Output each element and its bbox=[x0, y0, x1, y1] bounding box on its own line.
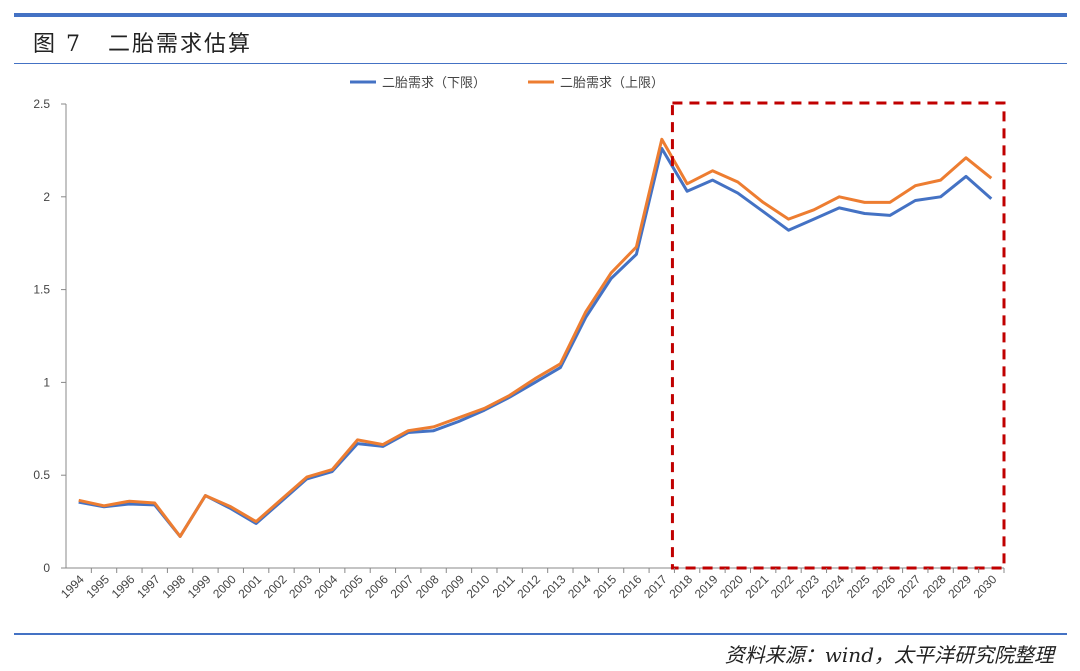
x-axis-ticks: 1994199519961997199819992000200120022003… bbox=[58, 568, 1005, 601]
x-tick-label: 1997 bbox=[134, 572, 163, 601]
x-tick-label: 2016 bbox=[616, 572, 645, 601]
x-tick-label: 2022 bbox=[768, 572, 797, 601]
figure-title-text: 二胎需求估算 bbox=[108, 32, 253, 57]
x-tick-label: 2007 bbox=[388, 572, 417, 601]
legend-label: 二胎需求（下限） bbox=[382, 76, 486, 91]
x-tick-label: 2014 bbox=[565, 572, 594, 601]
header-bottom-rule bbox=[14, 63, 1067, 64]
header-top-rule bbox=[14, 13, 1067, 17]
x-tick-label: 1994 bbox=[58, 572, 87, 601]
x-tick-label: 2008 bbox=[413, 572, 442, 601]
series-lower-line bbox=[78, 147, 993, 538]
x-tick-label: 1999 bbox=[185, 572, 214, 601]
x-tick-label: 2004 bbox=[312, 572, 341, 601]
y-tick-label: 2.5 bbox=[33, 97, 50, 111]
x-tick-label: 2001 bbox=[235, 572, 264, 601]
y-tick-label: 2 bbox=[43, 190, 50, 204]
forecast-highlight-box bbox=[670, 101, 1006, 570]
legend-label: 二胎需求（上限） bbox=[560, 76, 664, 91]
x-tick-label: 2027 bbox=[895, 572, 924, 601]
x-tick-label: 2006 bbox=[362, 572, 391, 601]
x-tick-label: 1998 bbox=[159, 572, 188, 601]
series-upper-line bbox=[78, 137, 993, 538]
chart-legend: 二胎需求（下限） 二胎需求（上限） bbox=[350, 76, 664, 91]
x-tick-label: 2029 bbox=[945, 572, 974, 601]
x-tick-label: 2020 bbox=[717, 572, 746, 601]
figure-title: 图 7 二胎需求估算 bbox=[33, 26, 252, 58]
footer-rule bbox=[14, 633, 1067, 635]
x-tick-label: 2023 bbox=[793, 572, 822, 601]
y-tick-label: 0 bbox=[43, 561, 50, 575]
x-tick-label: 2019 bbox=[692, 572, 721, 601]
x-tick-label: 2000 bbox=[210, 572, 239, 601]
x-tick-label: 2003 bbox=[286, 572, 315, 601]
x-tick-label: 2005 bbox=[337, 572, 366, 601]
x-tick-label: 2025 bbox=[844, 572, 873, 601]
chart-axes bbox=[65, 104, 1004, 569]
x-tick-label: 2018 bbox=[666, 572, 695, 601]
figure-number: 图 7 bbox=[33, 32, 82, 57]
x-tick-label: 1996 bbox=[109, 572, 138, 601]
x-tick-label: 2010 bbox=[464, 572, 493, 601]
x-tick-label: 2017 bbox=[641, 572, 670, 601]
x-tick-label: 2026 bbox=[869, 572, 898, 601]
x-tick-label: 2021 bbox=[743, 572, 772, 601]
x-tick-label: 2002 bbox=[261, 572, 290, 601]
x-tick-label: 2013 bbox=[540, 572, 569, 601]
x-tick-label: 2011 bbox=[490, 572, 518, 600]
x-tick-label: 2009 bbox=[438, 572, 467, 601]
forecast-highlight bbox=[670, 101, 1006, 570]
x-tick-label: 2030 bbox=[971, 572, 1000, 601]
x-tick-label: 2012 bbox=[514, 572, 543, 601]
y-tick-label: 1.5 bbox=[33, 283, 50, 297]
x-tick-label: 2015 bbox=[590, 572, 619, 601]
source-note: 资料来源：wind，太平洋研究院整理 bbox=[724, 643, 1054, 667]
x-tick-label: 1995 bbox=[83, 572, 112, 601]
y-axis-ticks: 0 0.5 1 1.5 2 2.5 bbox=[33, 97, 66, 575]
chart-series bbox=[78, 137, 993, 538]
y-tick-label: 1 bbox=[43, 375, 50, 389]
x-tick-label: 2024 bbox=[819, 572, 848, 601]
y-tick-label: 0.5 bbox=[33, 468, 50, 482]
x-tick-label: 2028 bbox=[920, 572, 949, 601]
